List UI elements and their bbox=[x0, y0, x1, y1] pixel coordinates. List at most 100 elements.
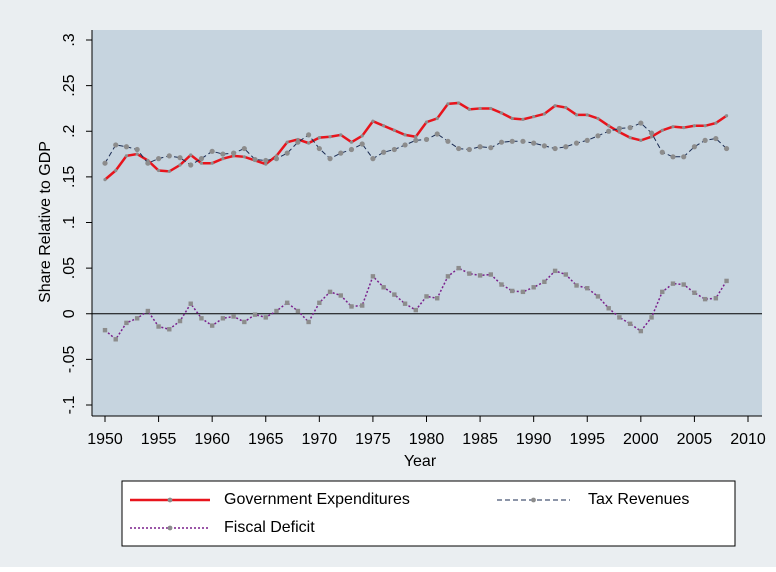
marker bbox=[145, 308, 151, 314]
marker bbox=[682, 126, 686, 130]
marker bbox=[723, 145, 730, 152]
marker bbox=[134, 316, 140, 321]
marker bbox=[423, 136, 430, 143]
marker bbox=[306, 132, 312, 138]
marker bbox=[189, 153, 193, 157]
marker bbox=[616, 125, 623, 132]
marker bbox=[285, 140, 289, 144]
marker bbox=[446, 102, 450, 106]
marker bbox=[123, 144, 130, 150]
marker bbox=[434, 131, 440, 137]
marker bbox=[541, 143, 547, 149]
legend-marker bbox=[167, 497, 173, 503]
marker bbox=[467, 271, 472, 276]
x-tick-label: 1980 bbox=[409, 431, 445, 448]
marker bbox=[327, 156, 333, 162]
legend-marker bbox=[167, 525, 173, 531]
marker bbox=[124, 320, 129, 326]
marker bbox=[188, 301, 193, 306]
marker bbox=[306, 319, 311, 325]
marker bbox=[370, 156, 376, 162]
marker bbox=[242, 155, 246, 159]
marker bbox=[359, 141, 365, 147]
marker bbox=[284, 300, 290, 305]
marker bbox=[691, 144, 698, 150]
marker bbox=[316, 145, 322, 152]
marker bbox=[648, 130, 655, 136]
marker bbox=[392, 128, 396, 132]
marker bbox=[553, 104, 557, 108]
marker bbox=[220, 316, 226, 321]
marker bbox=[166, 153, 172, 159]
marker bbox=[392, 292, 397, 297]
marker bbox=[531, 285, 536, 290]
marker bbox=[134, 146, 140, 153]
marker bbox=[188, 162, 194, 168]
marker bbox=[242, 319, 247, 325]
x-tick-label: 1990 bbox=[516, 431, 552, 448]
marker bbox=[424, 294, 429, 299]
marker bbox=[349, 304, 354, 309]
marker bbox=[489, 106, 493, 111]
marker bbox=[403, 133, 407, 137]
marker bbox=[563, 144, 569, 150]
marker bbox=[724, 114, 729, 118]
x-tick-label: 1975 bbox=[355, 431, 391, 448]
marker bbox=[338, 150, 344, 156]
x-tick-label: 1985 bbox=[462, 431, 498, 448]
marker bbox=[155, 156, 162, 162]
marker bbox=[381, 149, 387, 155]
marker bbox=[627, 125, 633, 131]
marker bbox=[102, 327, 108, 333]
marker bbox=[370, 274, 376, 279]
marker bbox=[520, 289, 526, 295]
marker bbox=[552, 145, 558, 152]
marker bbox=[606, 128, 612, 134]
marker bbox=[456, 145, 462, 152]
marker bbox=[167, 169, 171, 173]
marker bbox=[391, 146, 397, 153]
marker bbox=[113, 142, 119, 148]
y-axis-label: Share Relative to GDP bbox=[37, 141, 54, 303]
x-tick-label: 1965 bbox=[248, 431, 284, 448]
x-tick-label: 1955 bbox=[141, 431, 177, 448]
marker bbox=[113, 337, 118, 342]
marker bbox=[477, 144, 483, 150]
marker bbox=[178, 163, 182, 167]
marker bbox=[681, 154, 687, 160]
marker bbox=[606, 306, 611, 311]
marker bbox=[671, 125, 675, 129]
marker bbox=[478, 106, 482, 111]
marker bbox=[307, 141, 311, 145]
marker bbox=[585, 113, 589, 117]
marker bbox=[349, 140, 354, 144]
marker bbox=[198, 156, 205, 162]
marker bbox=[231, 314, 236, 319]
y-tick-label: -.05 bbox=[61, 345, 78, 373]
marker bbox=[360, 134, 364, 138]
marker bbox=[124, 154, 129, 158]
marker bbox=[714, 121, 718, 125]
marker bbox=[241, 145, 247, 152]
marker bbox=[338, 293, 343, 298]
marker bbox=[649, 315, 654, 320]
marker bbox=[627, 321, 633, 326]
legend-marker bbox=[531, 497, 536, 503]
marker bbox=[295, 139, 301, 145]
marker bbox=[221, 157, 225, 161]
marker bbox=[510, 116, 514, 121]
marker bbox=[702, 137, 708, 143]
x-tick-label: 2010 bbox=[730, 431, 766, 448]
marker bbox=[327, 289, 333, 295]
marker bbox=[509, 138, 515, 144]
marker bbox=[510, 288, 515, 294]
marker bbox=[659, 149, 665, 155]
marker bbox=[574, 113, 579, 117]
marker bbox=[499, 282, 504, 287]
y-tick-label: .2 bbox=[61, 124, 78, 137]
marker bbox=[103, 178, 107, 182]
marker bbox=[328, 135, 332, 139]
marker bbox=[542, 112, 546, 116]
marker bbox=[638, 120, 644, 126]
